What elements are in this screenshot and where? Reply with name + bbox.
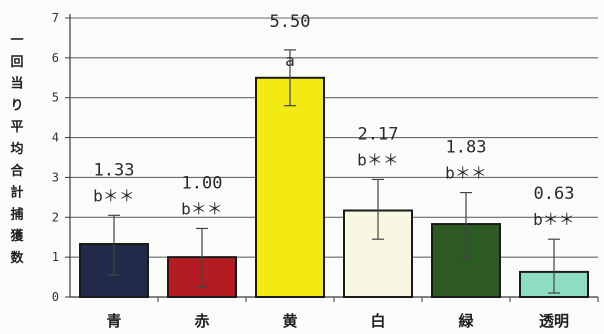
significance-label: a xyxy=(285,51,295,70)
value-label: 1.00 xyxy=(182,173,223,193)
gridlines xyxy=(70,17,598,258)
y-axis-title-char: 数 xyxy=(10,250,24,266)
significance-label: b＊＊ xyxy=(445,164,487,183)
y-axis-title-char: 捕 xyxy=(10,206,23,222)
y-axis-title-char: 当 xyxy=(10,76,23,92)
value-label: 5.50 xyxy=(270,12,311,32)
value-label: 0.63 xyxy=(534,184,575,204)
data-labels: 1.33 b＊＊ 1.00 b＊＊ 5.50 a 2.17 b＊＊ 1.83 b＊＊ 0.63 b＊＊ xyxy=(93,12,575,229)
x-tick-label: 透明 xyxy=(539,312,569,330)
significance-label: b＊＊ xyxy=(357,150,399,169)
y-axis-title-char: 均 xyxy=(10,141,23,157)
y-tick-label: 7 xyxy=(52,11,59,25)
y-tick-label: 5 xyxy=(52,91,59,105)
y-axis-title-char: 計 xyxy=(10,185,23,201)
significance-label: b＊＊ xyxy=(181,199,223,218)
value-label: 2.17 xyxy=(358,124,399,144)
y-axis-title-char: 一 xyxy=(10,33,23,48)
x-tick-label: 赤 xyxy=(194,312,209,330)
y-tick-label: 1 xyxy=(52,250,59,264)
bar-3 xyxy=(255,76,325,298)
value-label: 1.83 xyxy=(446,138,487,158)
y-ticks: 0 1 2 3 4 5 6 7 xyxy=(52,11,70,304)
y-tick-label: 6 xyxy=(52,51,59,65)
y-tick-label: 3 xyxy=(52,170,59,184)
x-tick-label: 白 xyxy=(370,312,385,330)
x-tick-label: 緑 xyxy=(458,312,474,330)
y-axis-title-char: 獲 xyxy=(10,228,24,244)
y-tick-label: 2 xyxy=(52,210,59,224)
y-tick-label: 0 xyxy=(52,290,59,304)
significance-label: b＊＊ xyxy=(93,186,135,205)
y-axis-title-char: り xyxy=(10,98,23,113)
x-tick-label: 黄 xyxy=(282,312,297,330)
x-tick-label: 青 xyxy=(106,312,121,330)
error-bars xyxy=(108,49,560,294)
x-tick-labels: 青 赤 黄 白 緑 透明 xyxy=(106,297,599,330)
y-tick-label: 4 xyxy=(52,131,59,145)
value-label: 1.33 xyxy=(94,160,135,180)
y-axis-title-char: 合 xyxy=(10,163,24,179)
bars xyxy=(79,76,589,299)
y-axis-title-char: 回 xyxy=(10,55,23,70)
y-axis-title-char: 平 xyxy=(10,120,23,135)
significance-label: b＊＊ xyxy=(533,210,575,229)
